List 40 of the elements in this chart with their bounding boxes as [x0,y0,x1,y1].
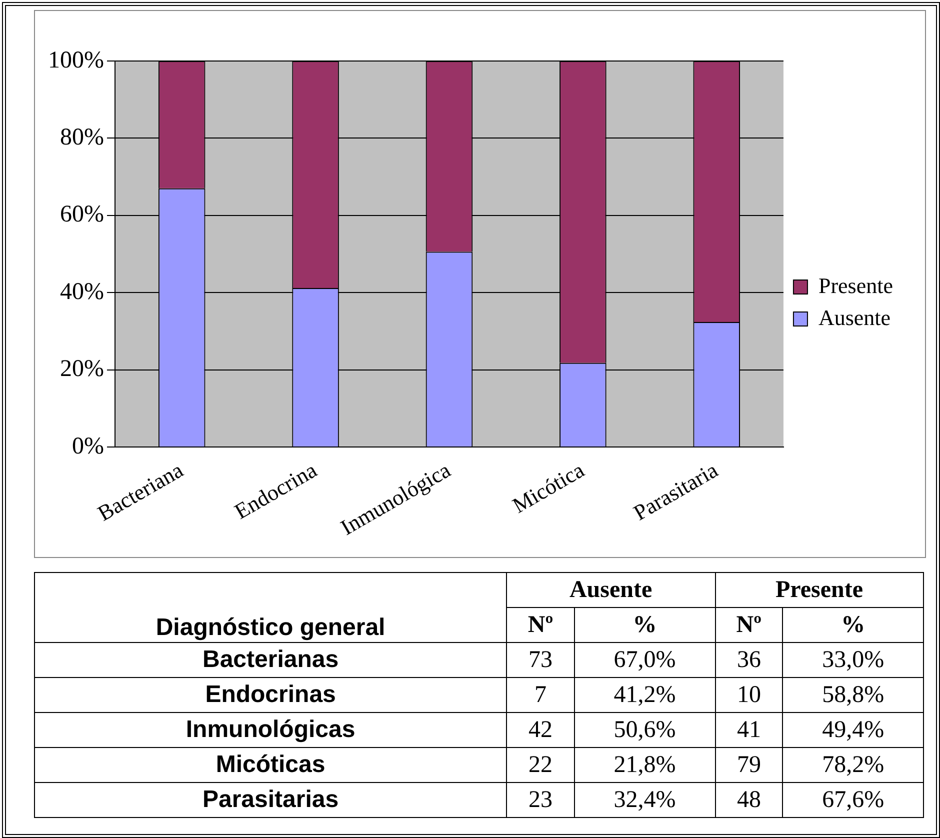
data-label: 10 [715,678,783,712]
y-tick-label: 60% [60,202,104,228]
category-label: Inmunológicas [34,712,507,748]
data-label: 78,2% [782,748,924,782]
text: Nº [506,608,574,642]
data-label: 33,0% [782,642,924,678]
data-label: 41,2% [574,678,716,712]
data-label: 21,8% [574,748,716,782]
text: Diagnóstico general [34,572,507,642]
text: Nº [736,612,762,638]
data-label: 7 [506,678,574,712]
y-tick-label: 80% [60,124,104,151]
data-label: 36 [715,642,783,678]
text: Presente [715,572,924,608]
y-tick-label: 100% [48,47,104,74]
data-label: 23 [506,782,574,818]
data-label: 48 [715,782,783,818]
data-label: 49,4% [782,712,924,748]
data-label: 67,0% [574,642,716,678]
legend-label: Ausente [818,304,891,330]
category-label: Bacterianas [34,642,507,678]
data-label: 58,8% [782,678,924,712]
data-label: 50,6% [574,712,716,748]
category-label: Parasitarias [34,782,507,818]
y-tick-label: 40% [60,278,104,305]
data-label: 73 [506,642,574,678]
data-label: 67,6% [782,782,924,818]
data-label: 32,4% [574,782,716,818]
data-label: 42 [506,712,574,748]
category-label: Micóticas [34,748,507,782]
y-tick-label: 20% [60,356,104,382]
text: % [574,608,716,642]
data-label: 79 [715,748,783,782]
data-label: 22 [506,748,574,782]
category-label: Endocrinas [34,678,507,712]
text: % [841,612,866,638]
text: Ausente [506,572,716,608]
y-tick-label: 0% [72,433,104,460]
data-label: 41 [715,712,783,748]
legend-label: Presente [818,272,893,298]
